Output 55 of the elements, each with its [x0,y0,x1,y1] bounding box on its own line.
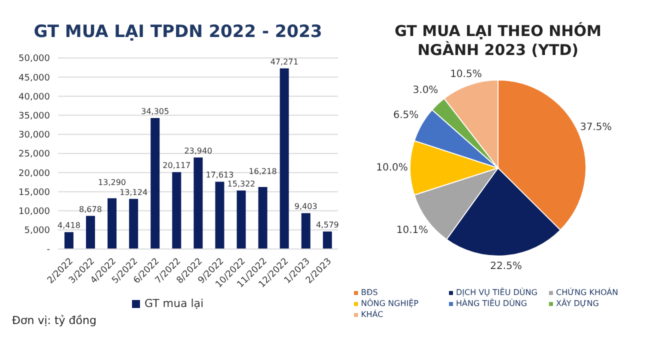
data-label: 37.5% [580,122,612,133]
data-label: 10.0% [376,162,408,174]
legend-label: NÔNG NGHIỆP [360,299,420,308]
y-tick-label: 25,000 [18,150,50,160]
bar [258,187,268,249]
data-label: 6.5% [393,110,419,121]
bar [236,190,246,249]
bar [108,198,117,249]
bar [280,68,289,249]
data-label: 22.5% [490,261,522,272]
data-label: 15,322 [227,179,256,188]
data-label: 13,290 [98,178,126,188]
legend-label: BĐS [360,288,379,297]
bar [64,232,74,249]
data-label: 10.1% [396,224,428,236]
y-tick-label: 50,000 [18,54,50,64]
chart-title: GT MUA LẠI THEO NHÓM NGÀNH 2023 (YTD) [394,22,602,60]
data-label: 34,305 [141,106,170,116]
y-tick-label: 30,000 [18,130,50,141]
data-label: 3.0% [412,85,438,96]
data-label: 47,271 [270,57,298,66]
y-tick-label: - [46,245,50,256]
bar [215,182,224,249]
chart-title: GT MUA LẠI TPDN 2022 - 2023 [32,22,324,44]
legend-label: CHỨNG KHOÁN [555,288,620,297]
legend-label: HÀNG TIÊU DÙNG [455,299,528,308]
data-label: 13,124 [120,188,148,197]
y-tick-label: 45,000 [18,73,50,84]
data-label: 17,613 [206,170,234,180]
y-tick-label: 20,000 [18,168,50,179]
data-label: 16,218 [248,167,277,176]
bar [86,216,95,249]
y-tick-label: 15,000 [18,188,50,198]
bar [322,232,332,249]
data-label: 23,940 [184,146,212,156]
data-label: 4,579 [316,220,339,230]
data-label: 9,403 [294,202,318,212]
legend-label: XÂY DỰNG [555,299,600,308]
y-tick-label: 5,000 [24,226,50,236]
data-label: 20,117 [162,161,191,170]
legend-label: DỊCH VỤ TIÊU DÙNG [455,288,538,297]
bar [301,213,310,249]
bar [129,198,138,249]
data-label: 10.5% [450,68,482,80]
bar [194,158,203,249]
legend-label: KHÁC [360,310,384,319]
y-tick-label: 10,000 [18,206,50,217]
legend-label: GT mua lại [144,297,204,310]
data-label: 4,418 [58,221,80,230]
y-tick-label: 40,000 [18,92,50,102]
y-tick-label: 35,000 [18,111,50,122]
bar [172,172,182,249]
text: Đơn vị: tỷ đồng [12,314,98,327]
data-label: 8,678 [79,204,102,214]
bar [150,118,160,249]
